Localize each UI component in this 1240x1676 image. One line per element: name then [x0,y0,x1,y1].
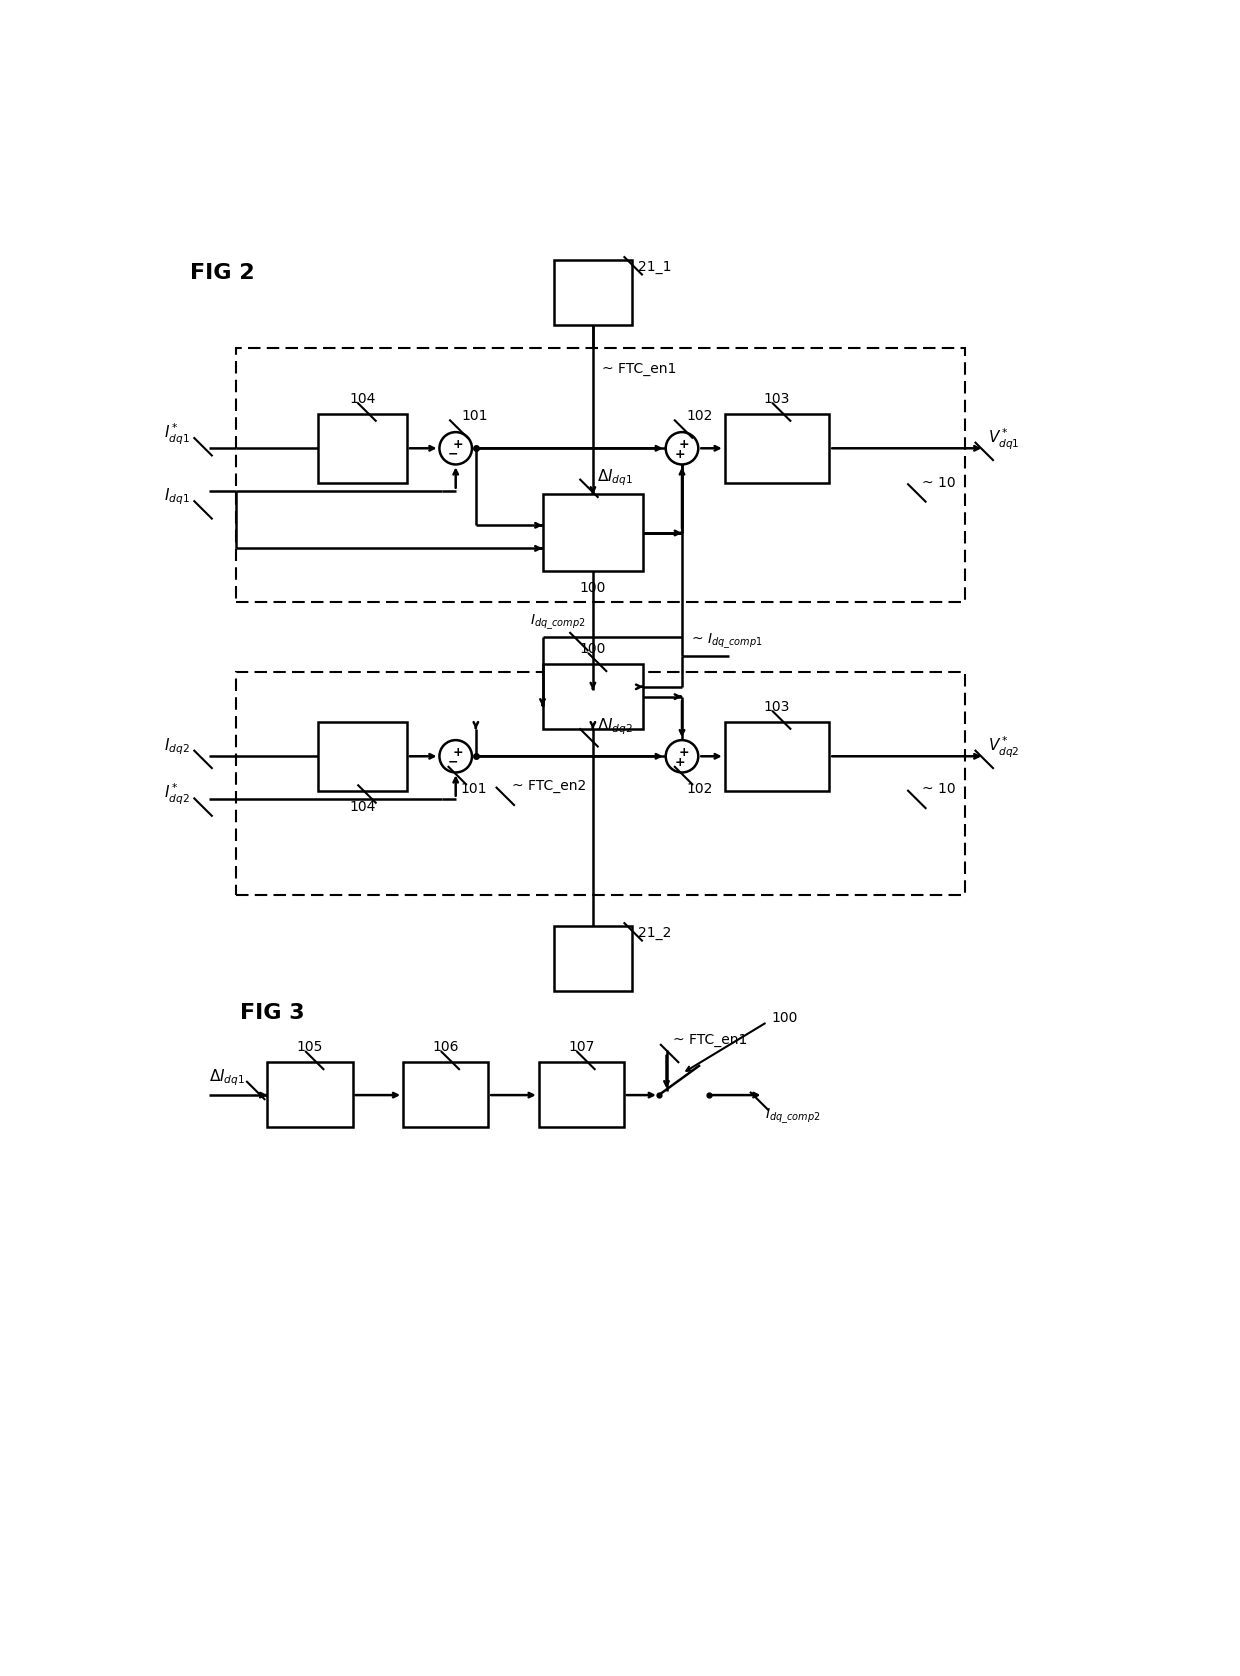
Text: $V^*_{dq1}$: $V^*_{dq1}$ [988,426,1019,451]
Text: $I_{dq2}$: $I_{dq2}$ [164,737,190,758]
Text: 100: 100 [579,642,606,657]
Text: ~ $I_{dq\_comp1}$: ~ $I_{dq\_comp1}$ [692,632,763,650]
Text: +: + [453,437,464,451]
Bar [538,1063,624,1128]
Bar [724,722,830,791]
Text: $\Delta I_{dq1}$: $\Delta I_{dq1}$ [210,1068,246,1088]
Text: 103: 103 [764,701,790,714]
Text: +: + [680,746,689,759]
Text: −: − [448,756,459,768]
Text: +: + [675,756,684,769]
Text: ~ 10: ~ 10 [923,781,956,796]
Bar [237,672,965,895]
Text: +: + [680,437,689,451]
Bar [268,1063,352,1128]
Text: $I_{dq1}$: $I_{dq1}$ [164,486,190,508]
Bar [317,722,407,791]
Text: ~ 10: ~ 10 [923,476,956,489]
Text: 101: 101 [461,409,489,422]
Bar [403,1063,489,1128]
Text: FIG 3: FIG 3 [241,1002,305,1022]
Text: $\Delta I_{dq2}$: $\Delta I_{dq2}$ [596,717,632,737]
Text: 107: 107 [568,1041,594,1054]
Text: ~ FTC_en1: ~ FTC_en1 [603,362,677,375]
Bar [237,349,965,602]
Text: $I_{dq\_comp2}$: $I_{dq\_comp2}$ [529,612,585,632]
Text: $V^*_{dq2}$: $V^*_{dq2}$ [988,734,1019,759]
Text: 102: 102 [687,409,713,422]
Text: 104: 104 [350,392,376,406]
Text: 21_1: 21_1 [637,260,671,273]
Text: 21_2: 21_2 [637,925,671,940]
Text: 104: 104 [350,799,376,815]
Bar [543,664,644,729]
Text: $\Delta I_{dq1}$: $\Delta I_{dq1}$ [596,468,632,488]
Text: $I^*_{dq1}$: $I^*_{dq1}$ [164,422,190,447]
Text: $I_{dq\_comp2}$: $I_{dq\_comp2}$ [765,1106,821,1126]
Text: 105: 105 [296,1041,324,1054]
Text: 106: 106 [433,1041,459,1054]
Bar [724,414,830,483]
Bar [543,494,644,572]
Bar [317,414,407,483]
Text: 102: 102 [687,781,713,796]
Text: $I^*_{dq2}$: $I^*_{dq2}$ [164,783,190,808]
Text: 103: 103 [764,392,790,406]
Text: 100: 100 [771,1011,797,1026]
Bar [554,260,631,325]
Text: +: + [675,447,684,461]
Text: 100: 100 [579,580,606,595]
Text: +: + [453,746,464,759]
Text: 101: 101 [460,781,487,796]
Text: ~ FTC_en2: ~ FTC_en2 [511,779,585,793]
Text: ~ FTC_en1: ~ FTC_en1 [672,1034,746,1048]
Bar [554,925,631,991]
Text: −: − [448,447,459,461]
Text: FIG 2: FIG 2 [190,263,254,283]
